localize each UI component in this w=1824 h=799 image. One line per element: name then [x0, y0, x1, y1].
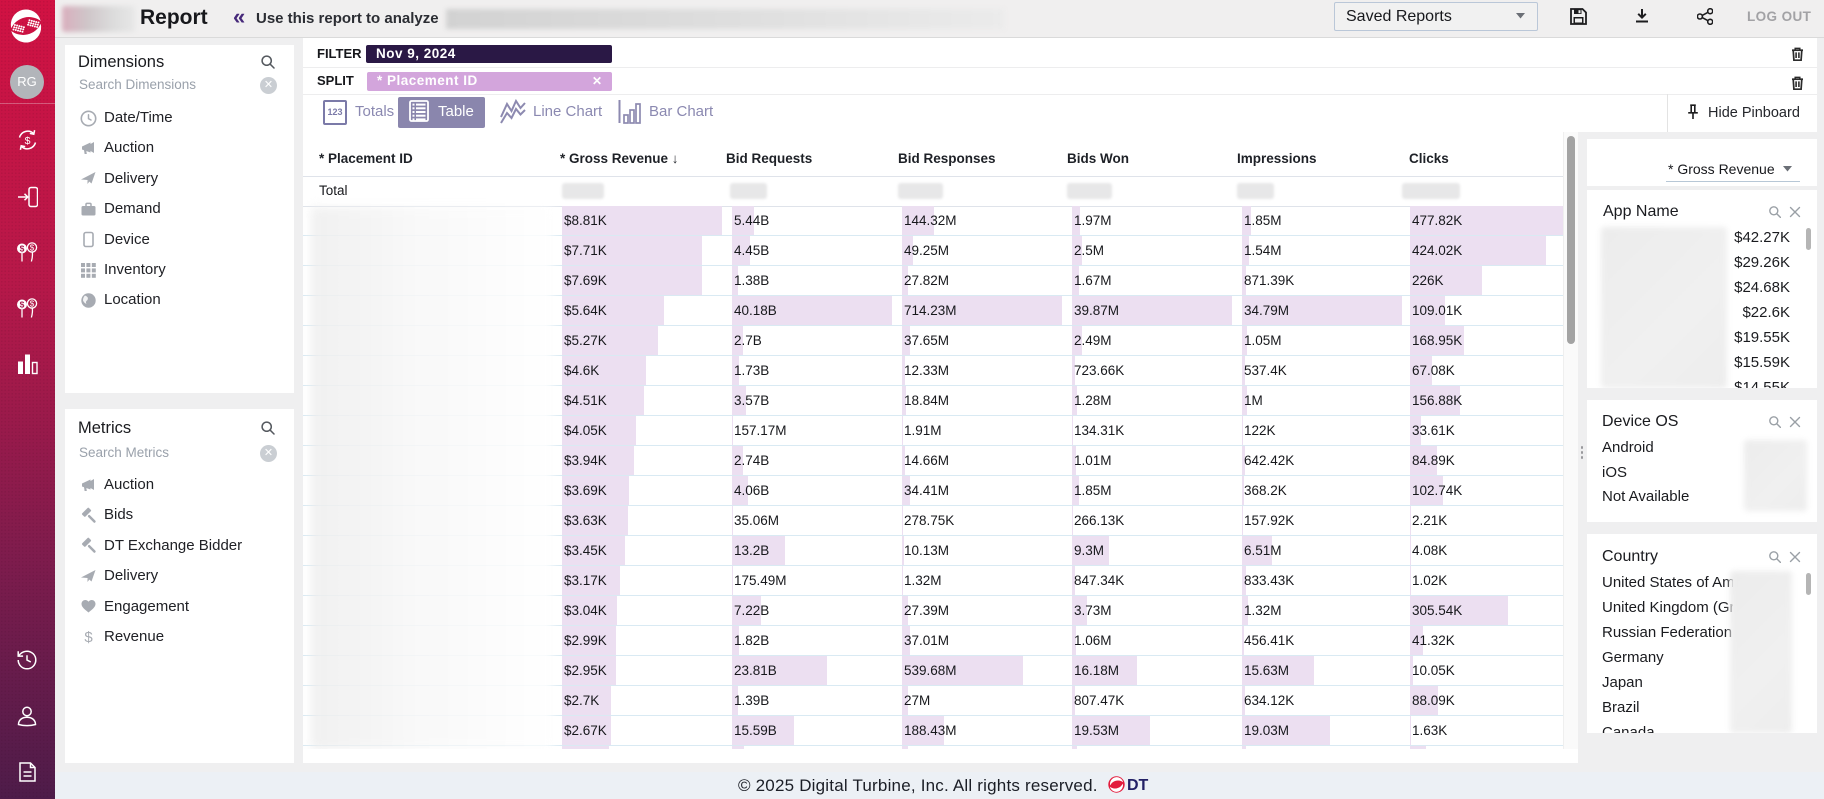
svg-text:$: $ — [20, 300, 25, 310]
svg-text:$: $ — [30, 300, 35, 309]
svg-text:$: $ — [30, 244, 35, 253]
svg-text:$: $ — [20, 244, 25, 254]
svg-text:$: $ — [25, 135, 31, 147]
svg-text:$: $ — [84, 629, 93, 646]
